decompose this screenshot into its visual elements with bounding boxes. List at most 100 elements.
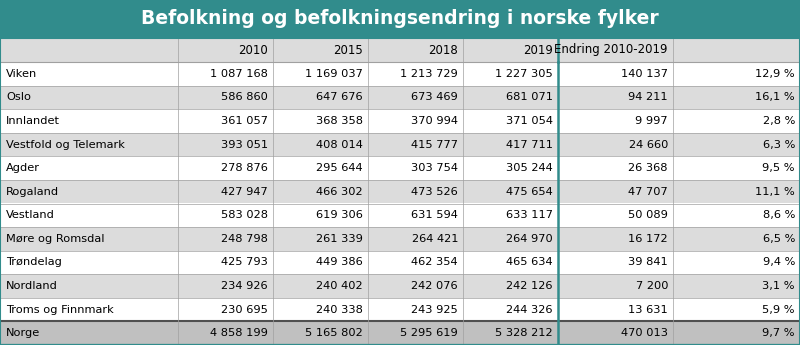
Text: 586 860: 586 860	[221, 92, 268, 102]
Text: 4 858 199: 4 858 199	[210, 328, 268, 338]
Text: 39 841: 39 841	[628, 257, 668, 267]
Text: 449 386: 449 386	[316, 257, 363, 267]
Text: 9,7 %: 9,7 %	[762, 328, 795, 338]
Text: 278 876: 278 876	[221, 163, 268, 173]
Text: 408 014: 408 014	[316, 139, 363, 149]
Text: 140 137: 140 137	[621, 69, 668, 79]
Text: 417 711: 417 711	[506, 139, 553, 149]
Text: Agder: Agder	[6, 163, 40, 173]
Text: 261 339: 261 339	[316, 234, 363, 244]
Text: 16 172: 16 172	[628, 234, 668, 244]
Text: 3,1 %: 3,1 %	[762, 281, 795, 291]
Text: 242 126: 242 126	[506, 281, 553, 291]
Bar	[0, 322, 800, 345]
Text: 2,8 %: 2,8 %	[762, 116, 795, 126]
Text: 13 631: 13 631	[628, 305, 668, 315]
Text: Vestland: Vestland	[6, 210, 55, 220]
Text: 1 169 037: 1 169 037	[305, 69, 363, 79]
Text: 5 295 619: 5 295 619	[400, 328, 458, 338]
Text: 2015: 2015	[334, 43, 363, 57]
Text: Endring 2010-2019: Endring 2010-2019	[554, 43, 668, 57]
Text: 47 707: 47 707	[628, 187, 668, 197]
Bar	[0, 251, 800, 274]
Text: 370 994: 370 994	[411, 116, 458, 126]
Text: 475 654: 475 654	[506, 187, 553, 197]
Text: 2019: 2019	[523, 43, 553, 57]
Text: 9 997: 9 997	[635, 116, 668, 126]
Text: 240 338: 240 338	[316, 305, 363, 315]
Text: Rogaland: Rogaland	[6, 187, 59, 197]
Bar	[0, 180, 800, 204]
Bar	[0, 0, 800, 38]
Text: Befolkning og befolkningsendring i norske fylker: Befolkning og befolkningsendring i norsk…	[141, 10, 659, 29]
Text: 264 421: 264 421	[411, 234, 458, 244]
Text: 6,5 %: 6,5 %	[762, 234, 795, 244]
Text: 240 402: 240 402	[316, 281, 363, 291]
Text: Oslo: Oslo	[6, 92, 31, 102]
Text: 11,1 %: 11,1 %	[755, 187, 795, 197]
Text: 583 028: 583 028	[221, 210, 268, 220]
Text: 244 326: 244 326	[506, 305, 553, 315]
Text: 94 211: 94 211	[628, 92, 668, 102]
Bar	[0, 298, 800, 322]
Text: Viken: Viken	[6, 69, 38, 79]
Text: 234 926: 234 926	[222, 281, 268, 291]
Bar	[0, 109, 800, 133]
Text: 470 013: 470 013	[621, 328, 668, 338]
Text: Møre og Romsdal: Møre og Romsdal	[6, 234, 105, 244]
Text: 462 354: 462 354	[411, 257, 458, 267]
Text: 631 594: 631 594	[411, 210, 458, 220]
Text: 12,9 %: 12,9 %	[755, 69, 795, 79]
Text: 681 071: 681 071	[506, 92, 553, 102]
Text: 16,1 %: 16,1 %	[755, 92, 795, 102]
Text: 673 469: 673 469	[411, 92, 458, 102]
Text: 361 057: 361 057	[221, 116, 268, 126]
Text: 7 200: 7 200	[635, 281, 668, 291]
Text: 393 051: 393 051	[221, 139, 268, 149]
Text: 264 970: 264 970	[506, 234, 553, 244]
Text: 5,9 %: 5,9 %	[762, 305, 795, 315]
Text: 230 695: 230 695	[221, 305, 268, 315]
Text: 425 793: 425 793	[221, 257, 268, 267]
Text: 465 634: 465 634	[506, 257, 553, 267]
Text: 6,3 %: 6,3 %	[762, 139, 795, 149]
Text: 242 076: 242 076	[411, 281, 458, 291]
Text: 619 306: 619 306	[316, 210, 363, 220]
Bar	[0, 86, 800, 109]
Text: 9,4 %: 9,4 %	[762, 257, 795, 267]
Text: 2010: 2010	[238, 43, 268, 57]
Text: 50 089: 50 089	[628, 210, 668, 220]
Text: 9,5 %: 9,5 %	[762, 163, 795, 173]
Bar	[0, 133, 800, 156]
Text: 243 925: 243 925	[411, 305, 458, 315]
Bar	[0, 62, 800, 86]
Text: Innlandet: Innlandet	[6, 116, 60, 126]
Text: 295 644: 295 644	[316, 163, 363, 173]
Bar	[0, 274, 800, 298]
Text: 2018: 2018	[428, 43, 458, 57]
Bar	[0, 38, 800, 62]
Text: Troms og Finnmark: Troms og Finnmark	[6, 305, 114, 315]
Text: 305 244: 305 244	[506, 163, 553, 173]
Text: 26 368: 26 368	[629, 163, 668, 173]
Bar	[0, 156, 800, 180]
Text: Trøndelag: Trøndelag	[6, 257, 62, 267]
Text: 5 328 212: 5 328 212	[495, 328, 553, 338]
Text: 466 302: 466 302	[316, 187, 363, 197]
Text: 303 754: 303 754	[411, 163, 458, 173]
Bar	[0, 227, 800, 251]
Text: 24 660: 24 660	[629, 139, 668, 149]
Text: 1 087 168: 1 087 168	[210, 69, 268, 79]
Text: 647 676: 647 676	[316, 92, 363, 102]
Text: 1 227 305: 1 227 305	[495, 69, 553, 79]
Text: 8,6 %: 8,6 %	[762, 210, 795, 220]
Text: 368 358: 368 358	[316, 116, 363, 126]
Text: 415 777: 415 777	[411, 139, 458, 149]
Text: 371 054: 371 054	[506, 116, 553, 126]
Text: 473 526: 473 526	[411, 187, 458, 197]
Text: 248 798: 248 798	[221, 234, 268, 244]
Text: Nordland: Nordland	[6, 281, 58, 291]
Text: 427 947: 427 947	[222, 187, 268, 197]
Text: Vestfold og Telemark: Vestfold og Telemark	[6, 139, 125, 149]
Text: 633 117: 633 117	[506, 210, 553, 220]
